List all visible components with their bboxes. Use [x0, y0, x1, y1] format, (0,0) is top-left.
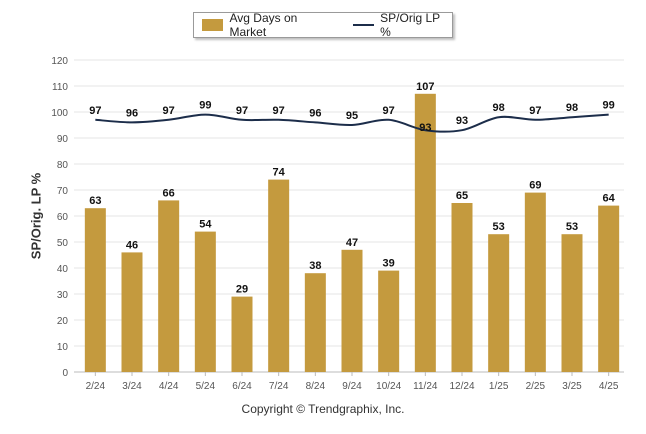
bar [378, 270, 400, 372]
bar [231, 296, 253, 372]
line-series-path [95, 113, 609, 133]
line-data-label: 98 [566, 102, 578, 114]
legend-bar-label: Avg Days on Market [229, 11, 298, 39]
line-data-label: 97 [383, 105, 395, 117]
y-tick-label: 50 [57, 238, 69, 249]
bar [341, 249, 363, 372]
bar-data-label: 29 [236, 284, 248, 296]
x-tick-label: 11/24 [413, 381, 438, 392]
bar [524, 192, 546, 372]
bar [561, 234, 583, 372]
y-tick-label: 90 [57, 134, 69, 145]
bar-data-label: 39 [383, 258, 395, 270]
x-tick-label: 2/24 [86, 381, 106, 392]
y-tick-label: 20 [57, 316, 69, 327]
legend-bar-swatch [202, 19, 224, 31]
y-tick-label: 80 [57, 160, 69, 171]
y-tick-label: 60 [57, 212, 69, 223]
y-tick-label: 10 [57, 342, 69, 353]
bar [194, 231, 216, 372]
legend-line-label: SP/Orig LP % [380, 11, 440, 39]
bar-data-label: 64 [603, 193, 616, 205]
y-tick-label: 40 [57, 264, 69, 275]
y-tick-label: 30 [57, 290, 69, 301]
x-tick-label: 4/24 [159, 381, 179, 392]
line-data-label: 96 [309, 107, 321, 119]
x-tick-label: 1/25 [489, 381, 509, 392]
line-data-label: 93 [456, 115, 468, 127]
x-tick-label: 4/25 [599, 381, 619, 392]
line-data-label: 95 [346, 110, 358, 122]
line-data-label: 97 [236, 105, 248, 117]
bar [414, 93, 436, 373]
bar-data-label: 107 [416, 81, 434, 93]
bar-data-label: 38 [309, 260, 321, 272]
line-data-label: 93 [419, 122, 431, 134]
bar-data-label: 46 [126, 239, 138, 251]
line-data-label: 97 [273, 105, 285, 117]
x-tick-label: 3/24 [122, 381, 142, 392]
y-tick-label: 120 [51, 56, 68, 67]
bar-data-label: 69 [529, 180, 541, 192]
line-data-label: 97 [529, 105, 541, 117]
line-data-label: 96 [126, 107, 138, 119]
bar [121, 252, 143, 372]
bar-data-label: 53 [566, 221, 578, 233]
y-axis-title: SP/Orig. LP % [28, 172, 44, 260]
x-tick-label: 9/24 [342, 381, 362, 392]
x-tick-label: 8/24 [306, 381, 326, 392]
x-tick-label: 5/24 [196, 381, 216, 392]
copyright-text: Copyright © Trendgraphix, Inc. [241, 402, 405, 416]
bar-data-label: 53 [493, 221, 505, 233]
bar-data-label: 66 [163, 187, 175, 199]
x-tick-label: 6/24 [232, 381, 252, 392]
bar [488, 234, 510, 372]
y-tick-label: 0 [62, 368, 68, 379]
bar [451, 203, 473, 372]
bar [268, 179, 290, 372]
bar [598, 205, 620, 372]
bar-data-label: 47 [346, 237, 358, 249]
x-tick-label: 10/24 [376, 381, 401, 392]
x-tick-label: 3/25 [562, 381, 582, 392]
legend-item-bar: Avg Days on Market [194, 11, 335, 39]
x-tick-label: 7/24 [269, 381, 289, 392]
bar [158, 200, 180, 372]
x-tick-label: 12/24 [449, 381, 474, 392]
legend-line-swatch [352, 24, 375, 26]
line-data-label: 97 [89, 105, 101, 117]
line-data-label: 99 [603, 100, 615, 112]
line-data-label: 97 [163, 105, 175, 117]
line-data-label: 99 [199, 100, 211, 112]
y-tick-label: 100 [51, 108, 68, 119]
bar-data-label: 65 [456, 190, 468, 202]
bar-data-label: 54 [199, 219, 212, 231]
y-tick-label: 110 [52, 82, 68, 93]
legend-item-line: SP/Orig LP % [335, 11, 452, 39]
bar-data-label: 74 [273, 167, 286, 179]
y-tick-label: 70 [57, 186, 69, 197]
line-data-label: 98 [493, 102, 505, 114]
x-tick-label: 2/25 [526, 381, 546, 392]
chart-legend: Avg Days on Market SP/Orig LP % [193, 11, 453, 39]
bar [304, 273, 326, 372]
bar-data-label: 63 [89, 195, 101, 207]
bar [84, 208, 106, 372]
